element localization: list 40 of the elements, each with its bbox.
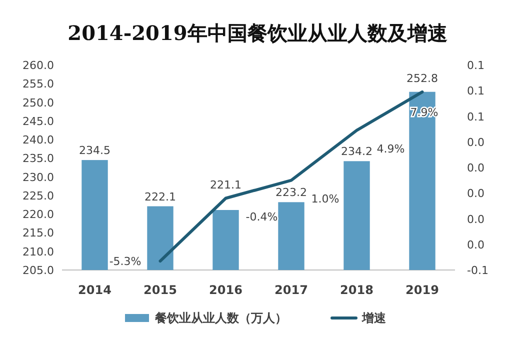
x-tick-label: 2014 xyxy=(78,283,112,297)
chart-title: 2014-2019年中国餐饮业从业人数及增速 xyxy=(68,21,448,45)
data-label: 234.5 xyxy=(79,144,110,158)
y-tick-label: 220.0 xyxy=(22,208,54,222)
y-tick-label: 250.0 xyxy=(22,96,54,110)
data-label: 252.8 xyxy=(406,72,438,85)
x-tick-label: 2018 xyxy=(340,283,374,297)
y-tick-label: 230.0 xyxy=(22,170,54,184)
y2-tick-label: 0.0 xyxy=(467,162,484,174)
y2-tick-label: 0.1 xyxy=(467,84,484,98)
y-tick-label: 210.0 xyxy=(22,245,54,258)
y2-tick-label: 0.0 xyxy=(467,136,484,149)
y-tick-label: 240.0 xyxy=(22,134,54,147)
y-tick-label: 260.0 xyxy=(22,59,54,72)
y-tick-label: 225.0 xyxy=(22,189,54,202)
y2-tick-label: -0.1 xyxy=(467,264,488,277)
legend-label: 增速 xyxy=(361,311,387,325)
y-tick-label: 205.0 xyxy=(22,264,54,277)
y-tick-label: 245.0 xyxy=(22,114,54,128)
x-tick-label: 2016 xyxy=(209,283,242,297)
data-label: 1.0% xyxy=(311,192,340,206)
data-label: 221.1 xyxy=(210,178,242,192)
data-label: -0.4% xyxy=(246,210,278,224)
data-label: 223.2 xyxy=(276,186,307,200)
y2-tick-label: 0.1 xyxy=(467,110,484,124)
data-label: -5.3% xyxy=(109,255,142,268)
data-label: 222.1 xyxy=(144,190,176,204)
y-tick-label: 255.0 xyxy=(22,78,54,91)
legend-label: 餐饮业从业人数（万人） xyxy=(154,311,287,325)
x-tick-label: 2015 xyxy=(144,283,177,297)
x-tick-label: 2019 xyxy=(406,283,439,297)
y2-tick-label: 0.1 xyxy=(467,59,484,72)
x-tick-label: 2017 xyxy=(274,283,308,297)
y2-tick-label: 0.0 xyxy=(467,187,484,200)
y-tick-label: 235.0 xyxy=(22,152,54,166)
data-label: 4.9% xyxy=(376,142,405,156)
y-tick-label: 215.0 xyxy=(22,226,54,240)
y2-tick-label: 0.0 xyxy=(467,212,484,226)
data-label: 234.2 xyxy=(341,145,372,158)
y2-tick-label: 0.0 xyxy=(467,238,484,252)
